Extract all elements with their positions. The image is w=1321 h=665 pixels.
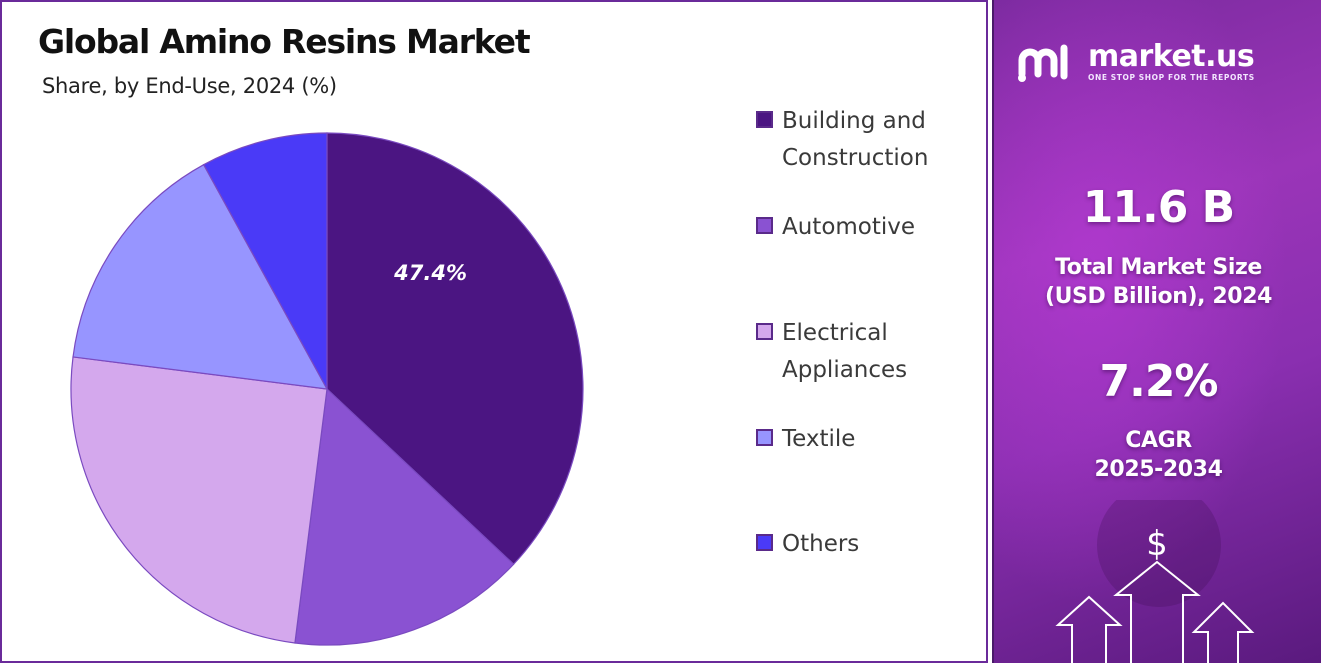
svg-text:$: $ (1146, 524, 1168, 564)
chart-title: Global Amino Resins Market (38, 22, 531, 61)
market-us-logo-icon (1018, 44, 1068, 82)
summary-panel: $ market.us ONE STOP SHOP FOR THE REPORT… (992, 0, 1321, 663)
pie-slice-electrical-appliances (70, 356, 328, 644)
pie-slice-textile (72, 163, 329, 390)
brand-logo: market.us ONE STOP SHOP FOR THE REPORTS (1016, 40, 1255, 84)
brand-name: market.us (1088, 39, 1255, 74)
cagr-label-line2: 2025-2034 (1094, 457, 1223, 482)
cagr-label-line1: CAGR (1125, 428, 1192, 453)
chart-subtitle: Share, by End-Use, 2024 (%) (42, 74, 337, 98)
market-size-label-line2: (USD Billion), 2024 (1044, 284, 1273, 309)
pie-slice-automotive (294, 387, 515, 646)
pie-slice-building-and-construction (326, 132, 584, 566)
market-size-label-line1: Total Market Size (1055, 255, 1262, 280)
cagr-value: 7.2% (1099, 356, 1218, 407)
data-label-building-and-construction: 47.4% (393, 261, 467, 285)
pie-chart: 47.4% (70, 132, 584, 646)
brand-tagline: ONE STOP SHOP FOR THE REPORTS (1088, 73, 1255, 82)
market-size-value: 11.6 B (1082, 182, 1235, 233)
chart-panel: Global Amino Resins Market Share, by End… (0, 0, 988, 663)
dollar-growth-arrows-icon: $ (1055, 500, 1255, 663)
pie-slice-others (202, 132, 328, 390)
